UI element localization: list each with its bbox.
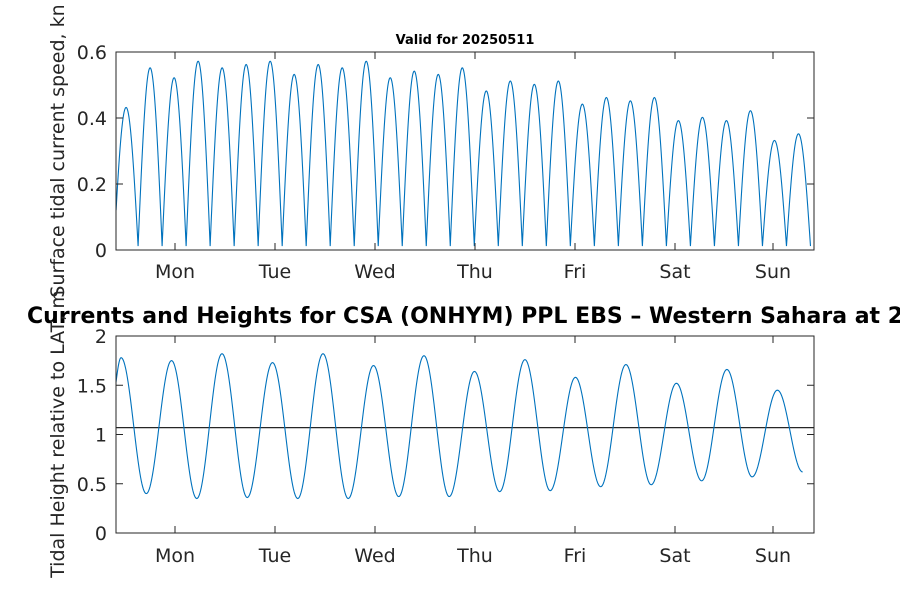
x-tick-label: Wed — [354, 545, 395, 567]
x-tick-label: Fri — [564, 261, 587, 283]
x-tick-label: Tue — [258, 545, 291, 567]
x-tick-label: Sun — [755, 261, 791, 283]
y-tick-label: 0 — [95, 240, 107, 262]
y-tick-label: 0.6 — [77, 42, 107, 64]
x-tick-label: Sun — [755, 545, 791, 567]
x-tick-label: Mon — [155, 261, 195, 283]
y-tick-label: 0 — [95, 523, 107, 545]
tidal-height-line — [115, 353, 803, 500]
y-tick-label: 0.5 — [77, 474, 107, 496]
x-tick-label: Thu — [456, 261, 493, 283]
current-speed-chart: Valid for 20250511 0 0.2 0.4 0.6 Mon Tue Wed T… — [47, 4, 815, 298]
current-speed-line — [115, 60, 812, 247]
tidal-height-chart: Currents and Heights for CSA (ONHYM) PPL… — [27, 290, 900, 579]
x-tick-label: Thu — [456, 545, 493, 567]
x-tick-label: Wed — [354, 261, 395, 283]
y-tick-label: 1 — [95, 425, 107, 447]
height-y-label: Tidal Height relative to LAT, m — [47, 290, 69, 579]
current-y-ticks: 0 0.2 0.4 0.6 — [77, 42, 814, 262]
y-tick-label: 2 — [95, 326, 107, 348]
x-tick-label: Mon — [155, 545, 195, 567]
height-plot-area — [115, 353, 814, 500]
x-tick-label: Sat — [659, 261, 690, 283]
y-tick-label: 0.2 — [77, 174, 107, 196]
y-tick-label: 1.5 — [77, 375, 107, 397]
x-tick-label: Tue — [258, 261, 291, 283]
current-plot-area — [115, 60, 812, 247]
height-chart-title: Currents and Heights for CSA (ONHYM) PPL… — [27, 304, 900, 329]
height-x-ticks: Mon Tue Wed Thu Fri Sat Sun — [155, 336, 791, 567]
current-plot-frame — [115, 51, 815, 251]
current-x-ticks: Mon Tue Wed Thu Fri Sat Sun — [155, 52, 791, 283]
current-y-label: Surface tidal current speed, kn — [47, 4, 69, 297]
x-tick-label: Fri — [564, 545, 587, 567]
current-chart-title: Valid for 20250511 — [396, 33, 535, 48]
x-tick-label: Sat — [659, 545, 690, 567]
y-tick-label: 0.4 — [77, 108, 107, 130]
height-y-ticks: 0 0.5 1 1.5 2 — [77, 326, 814, 545]
